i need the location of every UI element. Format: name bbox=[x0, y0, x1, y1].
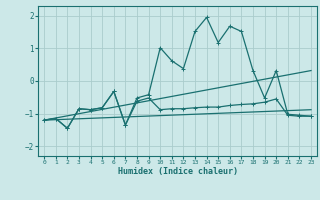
X-axis label: Humidex (Indice chaleur): Humidex (Indice chaleur) bbox=[118, 167, 238, 176]
